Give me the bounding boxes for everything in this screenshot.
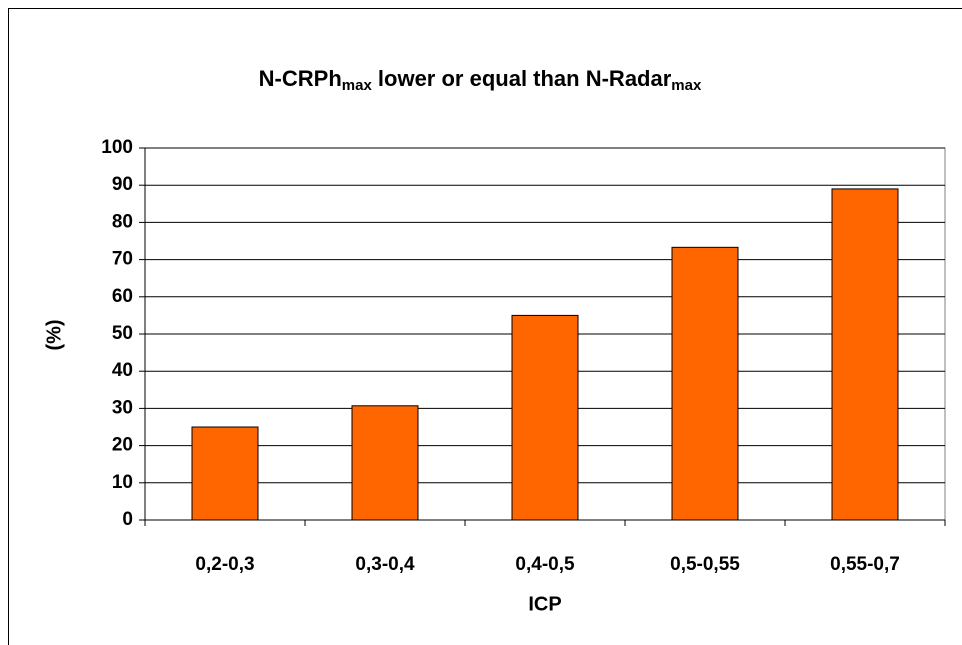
bar — [511, 314, 579, 521]
bar — [351, 405, 419, 521]
bar — [831, 188, 899, 521]
y-tick-label: 90 — [112, 174, 133, 195]
x-tick-label: 0,55-0,7 — [830, 554, 900, 575]
chart-title: N-CRPhmax lower or equal than N-Radarmax — [259, 66, 702, 94]
y-tick-label: 10 — [112, 472, 133, 493]
y-tick-label: 40 — [112, 360, 133, 381]
x-axis-label: ICP — [528, 593, 561, 615]
bar — [671, 246, 739, 521]
y-tick-label: 100 — [101, 137, 133, 158]
y-tick-label: 20 — [112, 435, 133, 456]
x-tick-label: 0,5-0,55 — [670, 554, 740, 575]
x-tick-label: 0,4-0,5 — [515, 554, 575, 575]
x-tick-label: 0,2-0,3 — [195, 554, 254, 575]
x-tick-label: 0,3-0,4 — [355, 554, 415, 575]
bar — [191, 426, 259, 521]
y-tick-label: 30 — [112, 397, 133, 418]
y-tick-label: 80 — [112, 211, 133, 232]
y-tick-label: 50 — [112, 323, 133, 344]
y-tick-label: 70 — [112, 249, 133, 270]
y-axis-label: (%) — [43, 319, 65, 350]
y-tick-label: 60 — [112, 286, 133, 307]
y-tick-label: 0 — [122, 509, 133, 530]
